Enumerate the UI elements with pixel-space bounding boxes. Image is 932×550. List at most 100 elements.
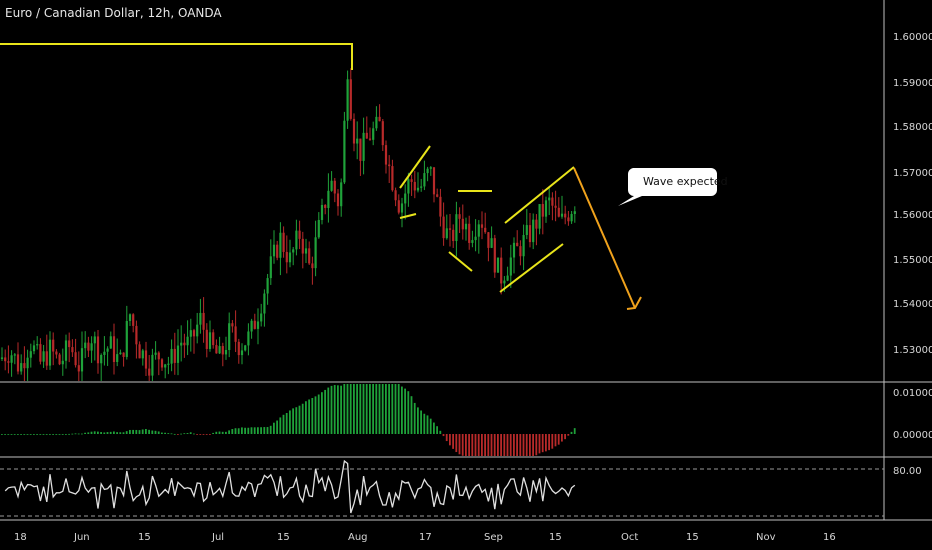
- candle-body: [426, 168, 429, 174]
- histogram-bar: [244, 427, 246, 434]
- flag-line-1a[interactable]: [399, 145, 431, 189]
- candle-body: [516, 242, 519, 247]
- price-tick: 1.54000: [893, 299, 932, 310]
- histogram-bar: [471, 434, 474, 456]
- candle-body: [196, 324, 199, 337]
- histogram-bar: [167, 433, 170, 434]
- histogram-bar: [298, 405, 301, 434]
- candle-body: [320, 204, 324, 220]
- candle-body: [112, 336, 116, 362]
- histogram-bar: [557, 434, 560, 445]
- candle-body: [202, 312, 205, 330]
- histogram-bar: [449, 434, 451, 446]
- candle-body: [231, 323, 234, 327]
- histogram-bar: [365, 384, 368, 434]
- histogram-bar: [445, 434, 448, 442]
- histogram-bar: [529, 434, 531, 456]
- histogram-bar: [1, 434, 3, 435]
- callout[interactable]: Wave expected: [618, 168, 728, 206]
- histogram-bar: [490, 434, 493, 456]
- candle-body: [144, 350, 148, 369]
- candle-body: [199, 312, 202, 325]
- time-axis[interactable]: 18 Jun 15 Jul 15 Aug 17 Sep 15 Oct 15 No…: [14, 532, 836, 543]
- candle-body: [234, 326, 237, 342]
- histogram-bar: [225, 431, 227, 434]
- candle-body: [413, 181, 416, 191]
- candle-body: [93, 336, 96, 344]
- histogram-bar: [433, 422, 435, 434]
- histogram-bar: [442, 434, 445, 437]
- candle-body: [132, 314, 135, 326]
- candle-body: [32, 345, 36, 352]
- histogram-bar: [279, 417, 282, 434]
- price-axis[interactable]: 1.60000 1.59000 1.58000 1.57000 1.56000 …: [893, 32, 932, 477]
- time-tick: Sep: [484, 532, 503, 543]
- histogram-bar: [372, 384, 374, 434]
- histogram-bar: [180, 433, 182, 435]
- histogram-bar: [161, 432, 163, 434]
- histogram-bar: [212, 432, 214, 434]
- candle-body: [215, 345, 218, 354]
- histogram-bar: [97, 431, 99, 434]
- channel-upper-line[interactable]: [504, 166, 575, 224]
- histogram-bar: [420, 410, 422, 434]
- histogram-bar: [135, 429, 138, 434]
- projection-arrow[interactable]: [573, 167, 636, 309]
- histogram-bar: [202, 434, 205, 435]
- candle-body: [128, 314, 132, 322]
- candle-body: [410, 179, 413, 182]
- candle-body: [29, 351, 32, 358]
- drawings-layer[interactable]: Wave expected: [0, 43, 728, 310]
- candle-body: [343, 120, 346, 183]
- candle-body: [154, 352, 157, 355]
- candle-body: [349, 79, 352, 119]
- histogram-bar: [266, 427, 269, 434]
- candle-body: [532, 219, 535, 243]
- resistance-line[interactable]: [0, 43, 353, 70]
- candle-body: [308, 248, 311, 264]
- histogram-bar: [561, 434, 563, 442]
- candle-body: [359, 138, 362, 161]
- flag-line-2b[interactable]: [448, 251, 473, 272]
- histogram-bar: [465, 434, 467, 456]
- histogram-bar: [436, 426, 438, 434]
- flag-line-1b[interactable]: [399, 213, 417, 219]
- projection-arrowhead: [626, 296, 642, 310]
- histogram-bar: [509, 434, 512, 456]
- candle-body: [253, 320, 256, 329]
- candle-body: [87, 342, 90, 351]
- histogram-bar: [250, 427, 253, 434]
- callout-bubble: [618, 168, 717, 206]
- candle-body: [64, 340, 68, 361]
- histogram-bar: [23, 434, 26, 435]
- histogram-bar: [74, 433, 77, 435]
- candle-body: [71, 347, 74, 353]
- candle-body: [68, 340, 71, 348]
- histogram-bar: [65, 434, 67, 435]
- histogram-bar: [157, 431, 160, 434]
- histogram-bar: [391, 384, 394, 434]
- histogram-bar: [257, 427, 259, 434]
- candle-body: [525, 225, 528, 236]
- candle-body: [13, 354, 16, 356]
- histogram-bar: [519, 434, 522, 456]
- histogram-bar: [353, 384, 355, 434]
- candle-body: [397, 200, 400, 213]
- candle-body: [160, 359, 164, 368]
- candle-body: [487, 232, 490, 248]
- histogram-bar: [388, 384, 390, 434]
- candle-body: [285, 251, 288, 263]
- histogram-bar: [209, 434, 211, 435]
- histogram-bar: [260, 427, 262, 434]
- histogram-bar: [68, 433, 70, 435]
- histogram-bar: [317, 394, 320, 434]
- histogram-bar: [4, 434, 6, 435]
- histogram-bar: [337, 385, 339, 434]
- channel-lower-line[interactable]: [499, 243, 564, 293]
- candle-body: [189, 330, 192, 337]
- candle-body: [314, 237, 317, 269]
- histogram-bar: [541, 434, 544, 453]
- candle-body: [429, 167, 432, 169]
- candle-body: [269, 256, 272, 279]
